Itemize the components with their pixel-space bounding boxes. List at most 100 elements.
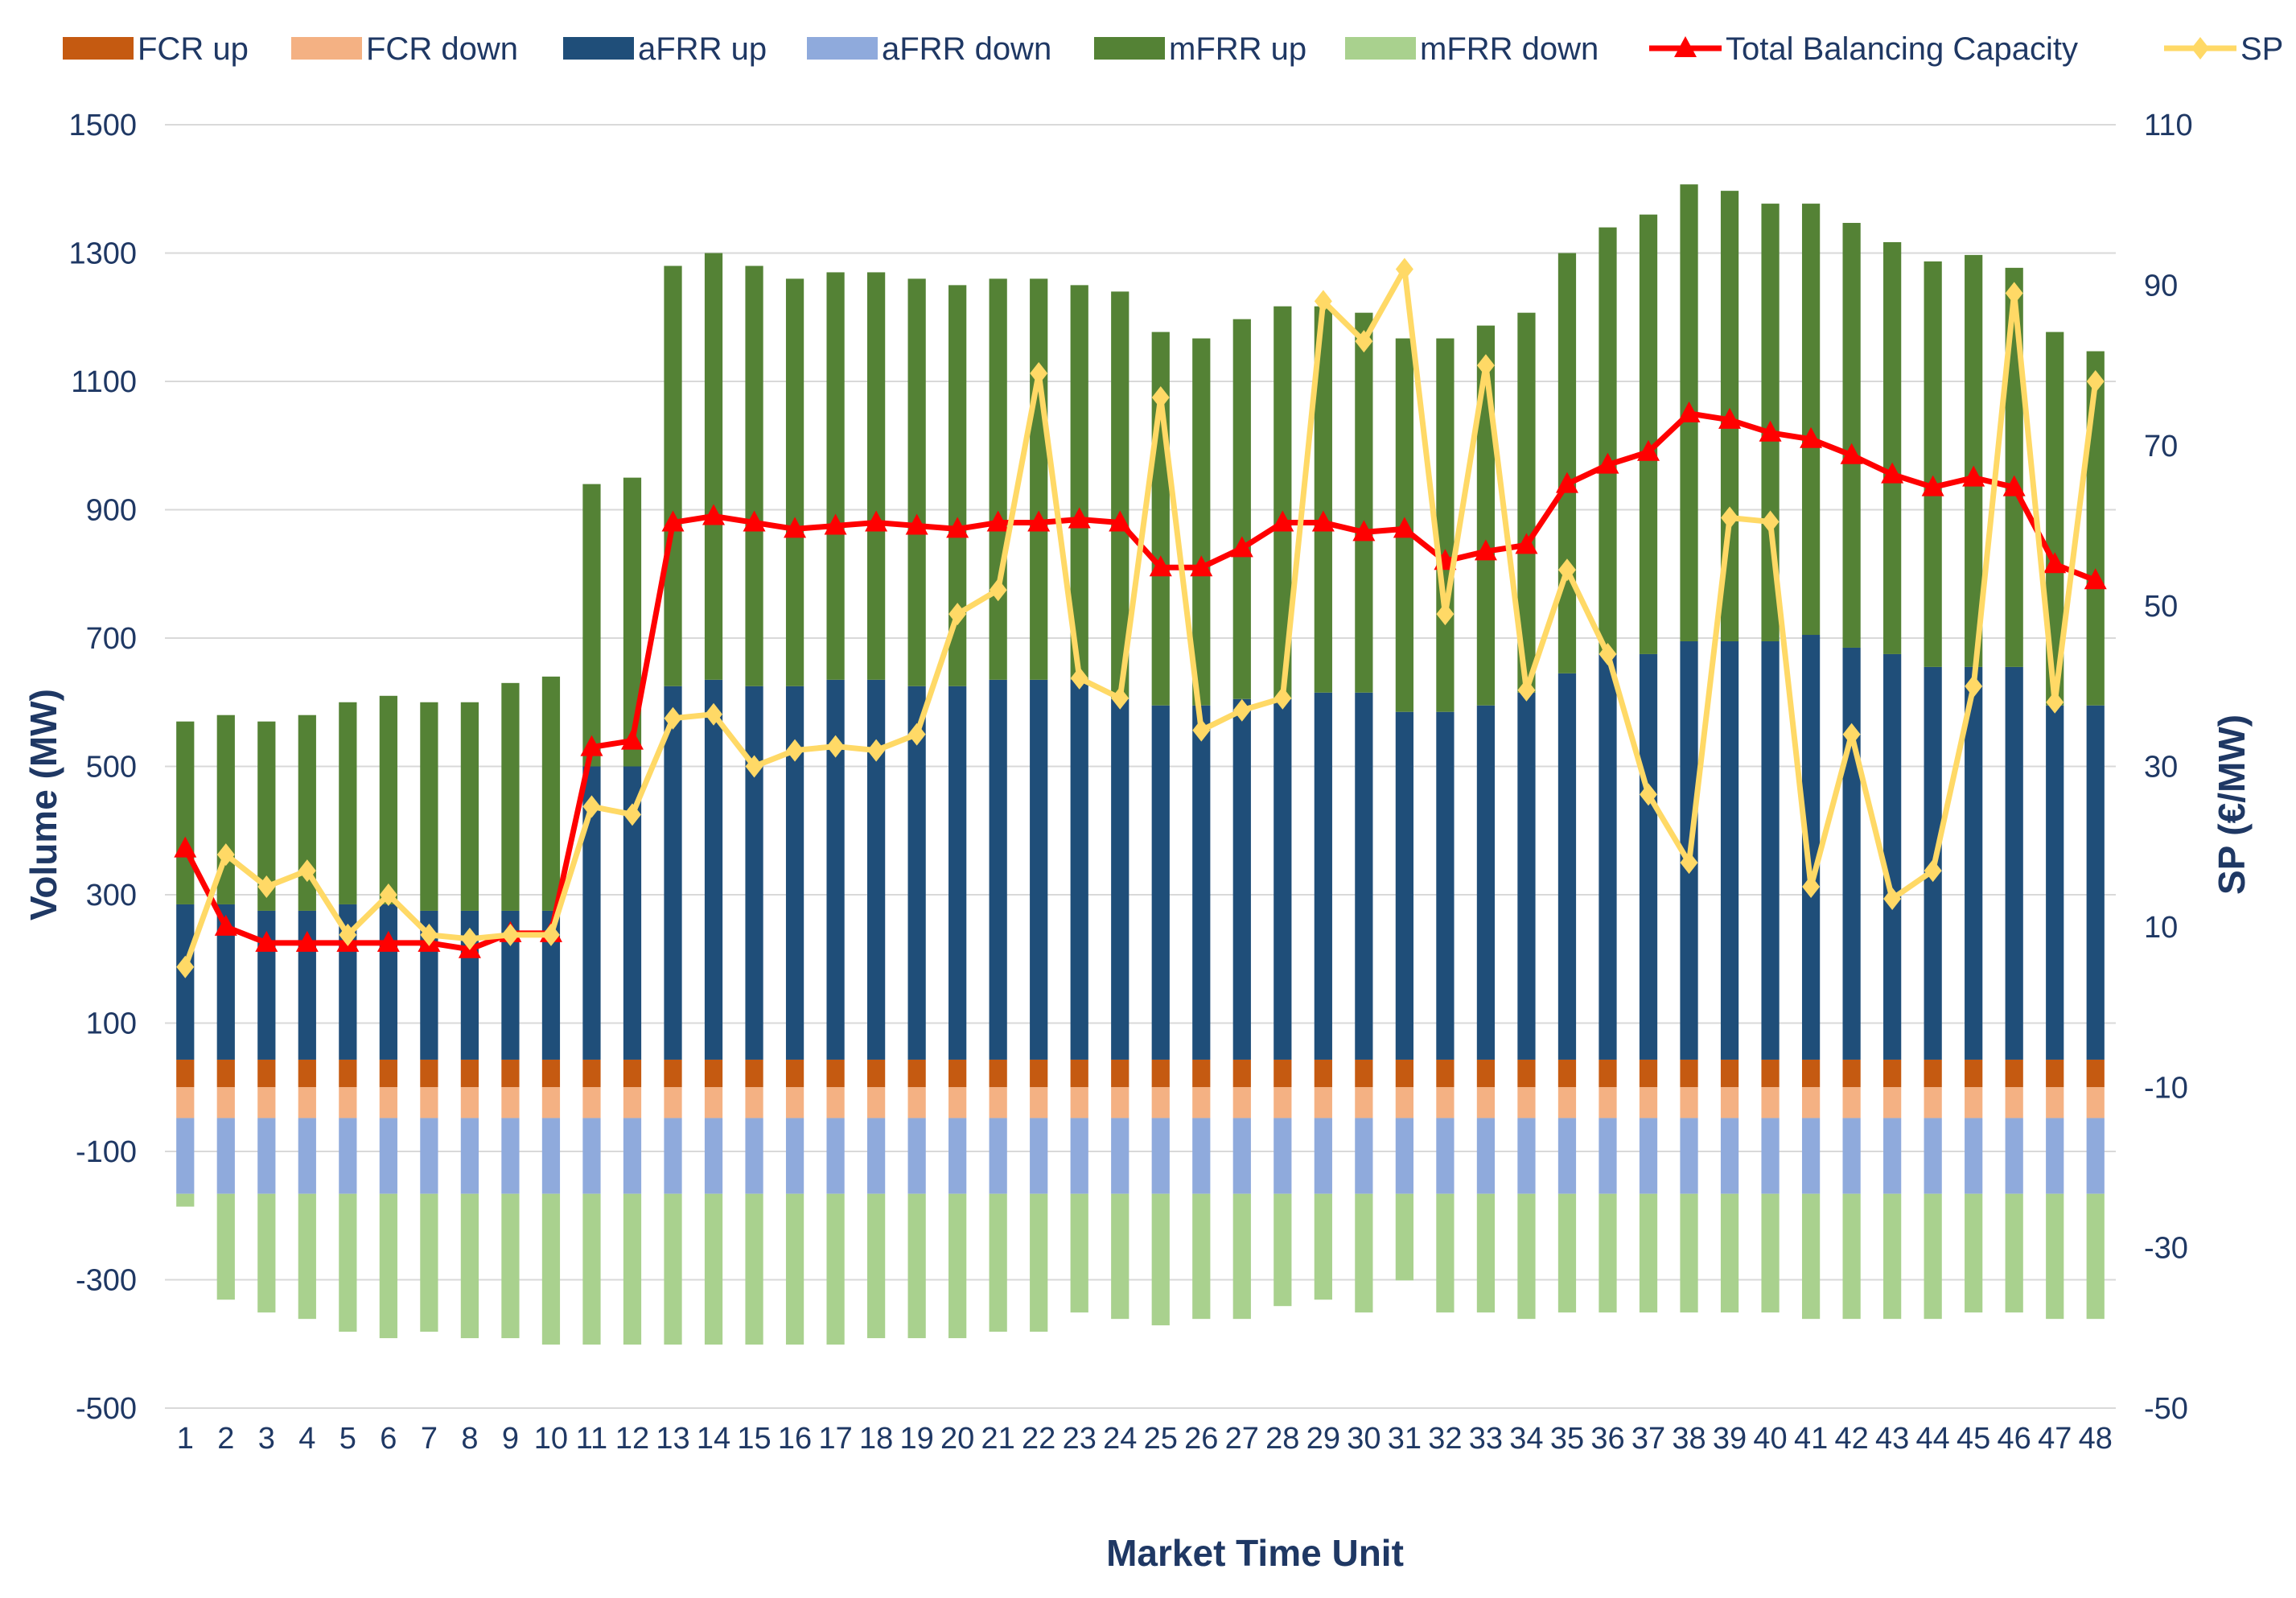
bar-fcr-down <box>501 1087 520 1118</box>
bar-mfrr-up <box>745 266 763 686</box>
x-tick-label: 22 <box>1022 1422 1055 1456</box>
x-tick-label: 12 <box>615 1422 649 1456</box>
bar-mfrr-down <box>1924 1193 1942 1320</box>
legend-label-afrr-down: aFRR down <box>882 31 1051 67</box>
y-tick-label: -500 <box>76 1392 137 1426</box>
point-sp <box>2005 282 2023 305</box>
bar-mfrr-down <box>460 1193 479 1339</box>
bar-mfrr-up <box>2086 351 2105 706</box>
bar-mfrr-down <box>1557 1193 1577 1313</box>
point-total-balancing-capacity <box>174 836 197 858</box>
bar-fcr-down <box>1232 1087 1251 1118</box>
x-tick-label: 33 <box>1469 1422 1503 1456</box>
bar-afrr-down <box>298 1118 316 1194</box>
point-sp <box>1436 603 1455 626</box>
bar-afrr-down <box>176 1118 195 1194</box>
point-total-balancing-capacity <box>1677 401 1701 422</box>
bar-fcr-up <box>460 1059 479 1088</box>
bar-fcr-down <box>216 1087 235 1118</box>
bar-mfrr-up <box>2005 267 2023 667</box>
point-sp <box>705 702 723 726</box>
y-tick-label: 700 <box>86 622 137 656</box>
x-axis-title: Market Time Unit <box>1106 1532 1404 1574</box>
bar-fcr-down <box>785 1087 804 1118</box>
bar-mfrr-down <box>1151 1193 1170 1326</box>
x-tick-label: 23 <box>1063 1422 1097 1456</box>
x-tick-label: 30 <box>1347 1422 1380 1456</box>
bar-mfrr-down <box>176 1193 195 1207</box>
point-total-balancing-capacity <box>1352 520 1376 542</box>
bar-afrr-up <box>948 686 967 1060</box>
bar-fcr-down <box>907 1087 926 1118</box>
bar-afrr-down <box>1557 1118 1577 1194</box>
x-tick-label: 17 <box>818 1422 852 1456</box>
y-tick-label: -100 <box>76 1135 137 1169</box>
bar-afrr-up <box>1436 711 1455 1060</box>
right-axis-ticks: -50 -30 -10 10 30 50 70 90 110 <box>2144 109 2193 1426</box>
bar-fcr-up <box>785 1059 804 1088</box>
bar-fcr-down <box>1151 1087 1170 1118</box>
bar-fcr-up <box>216 1059 235 1088</box>
bar-fcr-down <box>1801 1087 1821 1118</box>
bar-fcr-down <box>948 1087 967 1118</box>
point-sp <box>339 923 357 946</box>
bar-mfrr-up <box>339 702 357 904</box>
y2-tick-label: 10 <box>2144 911 2178 945</box>
bar-fcr-down <box>1436 1087 1455 1118</box>
bar-mfrr-up <box>785 278 804 686</box>
bar-mfrr-up <box>501 682 520 911</box>
bar-fcr-down <box>1476 1087 1496 1118</box>
x-tick-label: 2 <box>217 1422 234 1456</box>
bar-fcr-up <box>582 1059 601 1088</box>
bar-afrr-up <box>2086 705 2105 1060</box>
bar-fcr-down <box>176 1087 195 1118</box>
point-sp <box>1802 875 1821 899</box>
point-total-balancing-capacity <box>1190 555 1213 577</box>
point-sp <box>1273 686 1292 710</box>
bar-mfrr-up <box>1192 338 1211 706</box>
bar-fcr-down <box>339 1087 357 1118</box>
bar-afrr-up <box>541 910 561 1060</box>
bar-afrr-down <box>704 1118 723 1194</box>
x-tick-label: 11 <box>576 1422 607 1456</box>
bar-mfrr-up <box>1557 253 1577 673</box>
bar-fcr-up <box>907 1059 926 1088</box>
bar-fcr-up <box>623 1059 642 1088</box>
bar-fcr-down <box>1680 1087 1698 1118</box>
point-sp <box>541 923 560 946</box>
legend-swatch-mfrr-down <box>1345 37 1416 60</box>
bar-mfrr-down <box>541 1193 561 1345</box>
bar-fcr-up <box>1883 1059 1902 1088</box>
bar-mfrr-down <box>1801 1193 1821 1320</box>
bar-mfrr-down <box>1070 1193 1088 1313</box>
y2-axis-title: SP (€/MW) <box>2211 715 2253 895</box>
bar-mfrr-down <box>420 1193 438 1332</box>
bar-afrr-down <box>989 1118 1007 1194</box>
y-axis-title: Volume (MW) <box>23 689 64 920</box>
bar-mfrr-down <box>298 1193 316 1320</box>
point-sp <box>1395 257 1413 281</box>
bar-mfrr-down <box>1599 1193 1617 1313</box>
bar-fcr-up <box>1355 1059 1373 1088</box>
legend-label-fcr-down: FCR down <box>366 31 518 67</box>
bar-afrr-down <box>664 1118 682 1194</box>
bar-fcr-up <box>1842 1059 1861 1088</box>
x-tick-label: 29 <box>1306 1422 1340 1456</box>
bar-fcr-up <box>1965 1059 1983 1088</box>
bar-fcr-up <box>1232 1059 1251 1088</box>
bar-afrr-down <box>1232 1118 1251 1194</box>
point-total-balancing-capacity <box>255 930 278 952</box>
point-total-balancing-capacity <box>1840 443 1863 464</box>
legend-label-mfrr-down: mFRR down <box>1420 31 1599 67</box>
bar-afrr-down <box>257 1118 276 1194</box>
bar-fcr-up <box>339 1059 357 1088</box>
x-tick-label: 44 <box>1916 1422 1950 1456</box>
bar-fcr-up <box>298 1059 316 1088</box>
point-sp <box>1314 290 1332 313</box>
bar-mfrr-up <box>623 477 642 767</box>
bar-fcr-down <box>2086 1087 2105 1118</box>
x-tick-label: 43 <box>1875 1422 1909 1456</box>
point-total-balancing-capacity <box>1881 462 1904 484</box>
bar-fcr-up <box>1273 1059 1292 1088</box>
legend-label-total-balancing-capacity: Total Balancing Capacity <box>1726 31 2078 67</box>
